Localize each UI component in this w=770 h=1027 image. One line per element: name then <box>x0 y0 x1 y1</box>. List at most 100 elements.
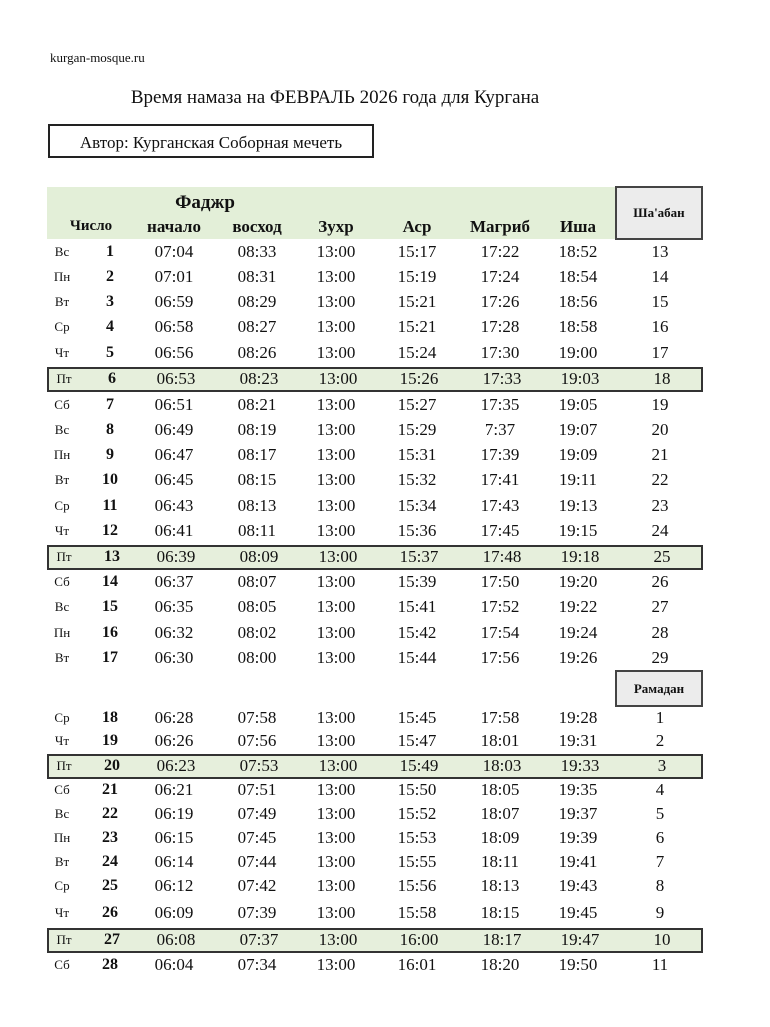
cell-fajr-start: 06:21 <box>154 780 194 799</box>
cell-fajr-start: 06:53 <box>156 369 196 388</box>
cell-sunrise: 07:56 <box>237 731 277 750</box>
cell-isha: 19:18 <box>560 547 600 566</box>
cell-isha: 19:22 <box>558 597 598 616</box>
table-row: Вс 1 07:04 08:33 13:00 15:17 17:22 18:52 13 <box>47 240 703 265</box>
cell-day-number: 17 <box>102 649 118 666</box>
cell-weekday: Вс <box>54 422 70 437</box>
cell-zuhr: 13:00 <box>316 395 356 414</box>
header-number: Число <box>69 218 113 234</box>
cell-isha: 19:41 <box>558 852 598 871</box>
cell-zuhr: 13:00 <box>318 547 358 566</box>
cell-maghrib: 18:15 <box>480 903 520 922</box>
cell-hijri-day: 22 <box>651 470 669 489</box>
cell-zuhr: 13:00 <box>316 470 356 489</box>
cell-zuhr: 13:00 <box>318 369 358 388</box>
cell-maghrib: 17:41 <box>480 470 520 489</box>
cell-sunrise: 08:33 <box>237 242 277 261</box>
cell-day-number: 22 <box>102 805 118 822</box>
table-row: Чт 5 06:56 08:26 13:00 15:24 17:30 19:00 17 <box>47 341 703 366</box>
cell-isha: 19:47 <box>560 930 600 949</box>
cell-maghrib: 18:13 <box>480 876 520 895</box>
cell-hijri-day: 10 <box>653 930 671 949</box>
cell-fajr-start: 06:23 <box>156 756 196 775</box>
cell-day-number: 25 <box>102 877 118 894</box>
cell-day-number: 8 <box>106 421 114 438</box>
cell-hijri-day: 2 <box>655 731 665 750</box>
cell-day-number: 10 <box>102 471 118 488</box>
cell-maghrib: 18:20 <box>480 955 520 974</box>
cell-hijri-day: 25 <box>653 547 671 566</box>
cell-isha: 18:52 <box>558 242 598 261</box>
cell-isha: 19:37 <box>558 804 598 823</box>
cell-fajr-start: 06:51 <box>154 395 194 414</box>
cell-weekday: Ср <box>54 319 70 334</box>
cell-isha: 19:50 <box>558 955 598 974</box>
cell-sunrise: 08:00 <box>237 648 277 667</box>
cell-fajr-start: 06:14 <box>154 852 194 871</box>
cell-sunrise: 08:07 <box>237 572 277 591</box>
cell-maghrib: 17:54 <box>480 623 520 642</box>
cell-maghrib: 17:24 <box>480 267 520 286</box>
cell-asr: 15:55 <box>397 852 437 871</box>
cell-day-number: 1 <box>106 243 114 260</box>
cell-fajr-start: 06:26 <box>154 731 194 750</box>
cell-isha: 18:56 <box>558 292 598 311</box>
cell-day-number: 23 <box>102 829 118 846</box>
cell-isha: 19:00 <box>558 343 598 362</box>
cell-hijri-day: 21 <box>651 445 669 464</box>
cell-hijri-day: 17 <box>651 343 669 362</box>
cell-sunrise: 08:23 <box>239 369 279 388</box>
cell-zuhr: 13:00 <box>316 876 356 895</box>
cell-isha: 19:43 <box>558 876 598 895</box>
cell-sunrise: 07:58 <box>237 708 277 727</box>
cell-zuhr: 13:00 <box>316 903 356 922</box>
hijri-month-shaaban: Ша'абан <box>615 186 703 240</box>
cell-sunrise: 08:27 <box>237 317 277 336</box>
cell-isha: 19:28 <box>558 708 598 727</box>
cell-fajr-start: 07:01 <box>154 267 194 286</box>
cell-fajr-start: 06:35 <box>154 597 194 616</box>
cell-day-number: 24 <box>102 853 118 870</box>
cell-zuhr: 13:00 <box>316 852 356 871</box>
cell-asr: 15:58 <box>397 903 437 922</box>
cell-maghrib: 18:11 <box>480 852 520 871</box>
cell-isha: 19:07 <box>558 420 598 439</box>
site-url: kurgan-mosque.ru <box>50 50 145 65</box>
cell-day-number: 9 <box>106 446 114 463</box>
cell-hijri-day: 9 <box>655 903 665 922</box>
cell-fajr-start: 06:19 <box>154 804 194 823</box>
cell-hijri-day: 13 <box>651 242 669 261</box>
cell-sunrise: 07:51 <box>237 780 277 799</box>
cell-maghrib: 17:30 <box>480 343 520 362</box>
table-row: Вс 8 06:49 08:19 13:00 15:29 7:37 19:07 20 <box>47 418 703 443</box>
cell-weekday: Вс <box>54 244 70 259</box>
table-row: Пн 23 06:15 07:45 13:00 15:53 18:09 19:39 6 <box>47 826 703 851</box>
cell-fajr-start: 06:12 <box>154 876 194 895</box>
cell-weekday: Пт <box>56 549 72 564</box>
cell-asr: 15:44 <box>397 648 437 667</box>
cell-asr: 15:36 <box>397 521 437 540</box>
cell-hijri-day: 26 <box>651 572 669 591</box>
cell-sunrise: 08:13 <box>237 496 277 515</box>
cell-asr: 15:21 <box>397 292 437 311</box>
cell-weekday: Чт <box>54 905 70 920</box>
cell-zuhr: 13:00 <box>316 623 356 642</box>
cell-sunrise: 07:45 <box>237 828 277 847</box>
cell-hijri-day: 3 <box>657 756 667 775</box>
cell-weekday: Пт <box>56 371 72 386</box>
cell-hijri-day: 4 <box>655 780 665 799</box>
table-row: Вс 15 06:35 08:05 13:00 15:41 17:52 19:22 27 <box>47 595 703 620</box>
cell-weekday: Пт <box>56 932 72 947</box>
header-fajr: Фаджр <box>175 192 235 213</box>
cell-day-number: 28 <box>102 956 118 973</box>
cell-fajr-start: 06:30 <box>154 648 194 667</box>
cell-hijri-day: 6 <box>655 828 665 847</box>
cell-weekday: Вт <box>54 472 70 487</box>
cell-zuhr: 13:00 <box>316 267 356 286</box>
cell-asr: 15:32 <box>397 470 437 489</box>
cell-day-number: 5 <box>106 344 114 361</box>
cell-weekday: Пн <box>53 269 71 284</box>
cell-isha: 18:58 <box>558 317 598 336</box>
table-header: Фаджр Число начало восход Зухр Аср Магри… <box>47 187 615 239</box>
cell-isha: 19:15 <box>558 521 598 540</box>
